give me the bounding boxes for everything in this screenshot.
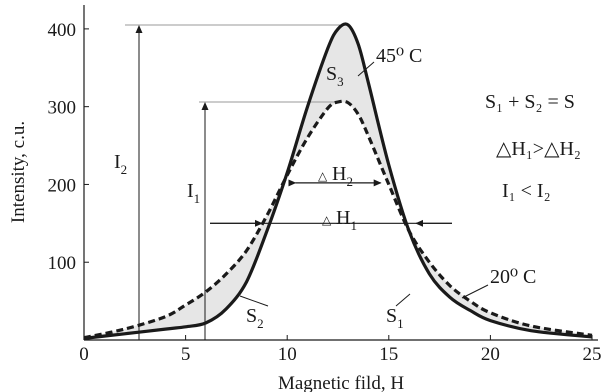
label-45c: 45⁰ C [376,45,422,67]
series-line-20c [83,99,593,340]
x-tick-label: 25 [583,344,602,365]
x-tick-label: 10 [278,344,297,365]
label-dh1: △ H1 [322,207,357,233]
pointer-s2 [239,295,269,307]
x-tick-label: 5 [181,344,191,365]
y-axis-label: Intensity, c.u. [8,121,29,223]
equation-width: △H₁>△H₂ [496,138,581,160]
difference-area [84,25,592,339]
label-20c: 20⁰ C [490,266,536,288]
y-tick-label: 300 [48,98,77,119]
x-axis-label: Magnetic fild, H [278,373,404,392]
svg-text:△: △ [318,169,328,183]
pointer-s1 [395,293,411,307]
label-i2: I2 [114,151,127,177]
label-s1: S1 [386,305,404,331]
guide-lines [125,24,349,103]
pointer-45c [357,61,375,77]
x-tick-label: 0 [79,344,89,365]
label-s2: S2 [246,305,264,331]
y-tick-label: 400 [48,20,77,41]
x-tick-label: 15 [379,344,398,365]
y-tick-label: 200 [48,175,77,196]
pointer-20c [461,284,489,299]
label-dh2: △ H2 [318,163,353,189]
svg-text:H1: H1 [336,207,357,233]
label-i1: I1 [187,180,200,206]
y-tick-label: 100 [48,253,77,274]
svg-text:H2: H2 [332,163,353,189]
equation-intensity: I₁ < I₂ [502,180,551,202]
x-tick-label: 20 [481,344,500,365]
label-s3: S3 [326,63,344,89]
svg-text:△: △ [322,213,332,227]
y-ticks: 100 200 300 400 [48,20,89,274]
width-arrows [135,25,489,340]
series-line-45c [83,22,593,340]
x-ticks: 0 5 10 15 20 25 [79,335,602,365]
equation-area: S₁ + S₂ = S [485,91,575,113]
